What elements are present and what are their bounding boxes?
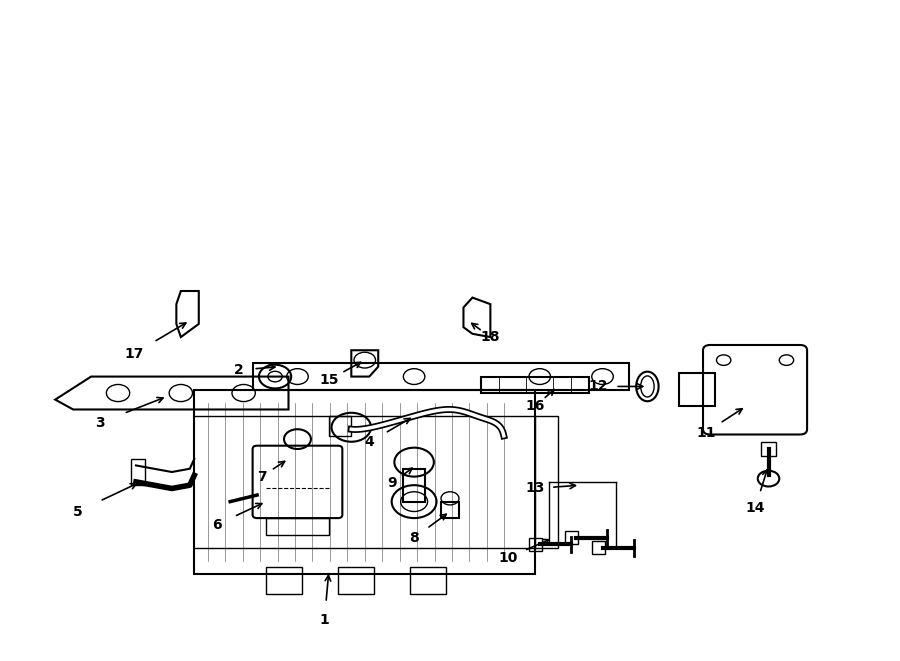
Text: 12: 12 <box>589 379 608 393</box>
Text: 3: 3 <box>95 416 105 430</box>
Text: 16: 16 <box>526 399 544 413</box>
Text: 13: 13 <box>526 481 544 496</box>
Text: 7: 7 <box>256 469 266 484</box>
Text: 10: 10 <box>499 551 518 564</box>
Text: 1: 1 <box>320 613 329 627</box>
Text: 18: 18 <box>481 330 500 344</box>
Text: 9: 9 <box>387 476 397 490</box>
Text: 4: 4 <box>364 436 374 449</box>
Text: 8: 8 <box>410 531 419 545</box>
Text: 15: 15 <box>320 373 338 387</box>
Text: 14: 14 <box>745 501 765 515</box>
Text: 5: 5 <box>73 504 83 518</box>
Text: 11: 11 <box>696 426 716 440</box>
Text: 2: 2 <box>234 363 244 377</box>
Text: 17: 17 <box>124 346 144 360</box>
Text: 6: 6 <box>212 518 221 531</box>
